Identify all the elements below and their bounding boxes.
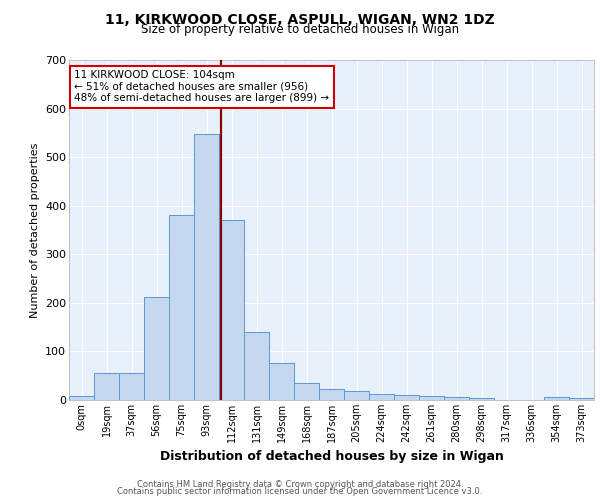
Bar <box>244 332 269 400</box>
Text: Contains HM Land Registry data © Crown copyright and database right 2024.: Contains HM Land Registry data © Crown c… <box>137 480 463 489</box>
Bar <box>119 374 144 400</box>
Bar <box>469 398 494 400</box>
Bar <box>194 134 219 400</box>
Bar <box>544 397 569 400</box>
Bar <box>144 297 169 400</box>
Bar <box>569 398 594 400</box>
Bar <box>269 362 294 400</box>
Bar <box>419 396 444 400</box>
Bar <box>369 394 394 400</box>
Bar <box>119 374 144 400</box>
Bar <box>94 374 119 400</box>
Bar <box>169 216 194 400</box>
Bar <box>444 397 469 400</box>
Bar <box>69 396 94 400</box>
Bar <box>194 134 219 400</box>
Bar <box>569 398 594 400</box>
Bar <box>544 397 569 400</box>
Bar <box>419 396 444 400</box>
Text: Contains public sector information licensed under the Open Government Licence v3: Contains public sector information licen… <box>118 488 482 496</box>
Bar <box>169 216 194 400</box>
Text: Size of property relative to detached houses in Wigan: Size of property relative to detached ho… <box>141 22 459 36</box>
Bar <box>219 220 244 400</box>
Bar <box>269 362 294 400</box>
Bar <box>319 390 344 400</box>
Bar <box>69 396 94 400</box>
Bar <box>344 392 369 400</box>
Bar <box>394 394 419 400</box>
Text: 11, KIRKWOOD CLOSE, ASPULL, WIGAN, WN2 1DZ: 11, KIRKWOOD CLOSE, ASPULL, WIGAN, WN2 1… <box>105 12 495 26</box>
Bar <box>444 397 469 400</box>
Bar <box>294 383 319 400</box>
Bar <box>244 332 269 400</box>
Bar <box>144 297 169 400</box>
Bar <box>319 390 344 400</box>
Text: 11 KIRKWOOD CLOSE: 104sqm
← 51% of detached houses are smaller (956)
48% of semi: 11 KIRKWOOD CLOSE: 104sqm ← 51% of detac… <box>74 70 329 103</box>
Bar <box>394 394 419 400</box>
Bar <box>344 392 369 400</box>
Y-axis label: Number of detached properties: Number of detached properties <box>29 142 40 318</box>
Bar <box>469 398 494 400</box>
Bar <box>94 374 119 400</box>
X-axis label: Distribution of detached houses by size in Wigan: Distribution of detached houses by size … <box>160 450 503 464</box>
Bar <box>369 394 394 400</box>
Bar <box>219 220 244 400</box>
Bar <box>294 383 319 400</box>
